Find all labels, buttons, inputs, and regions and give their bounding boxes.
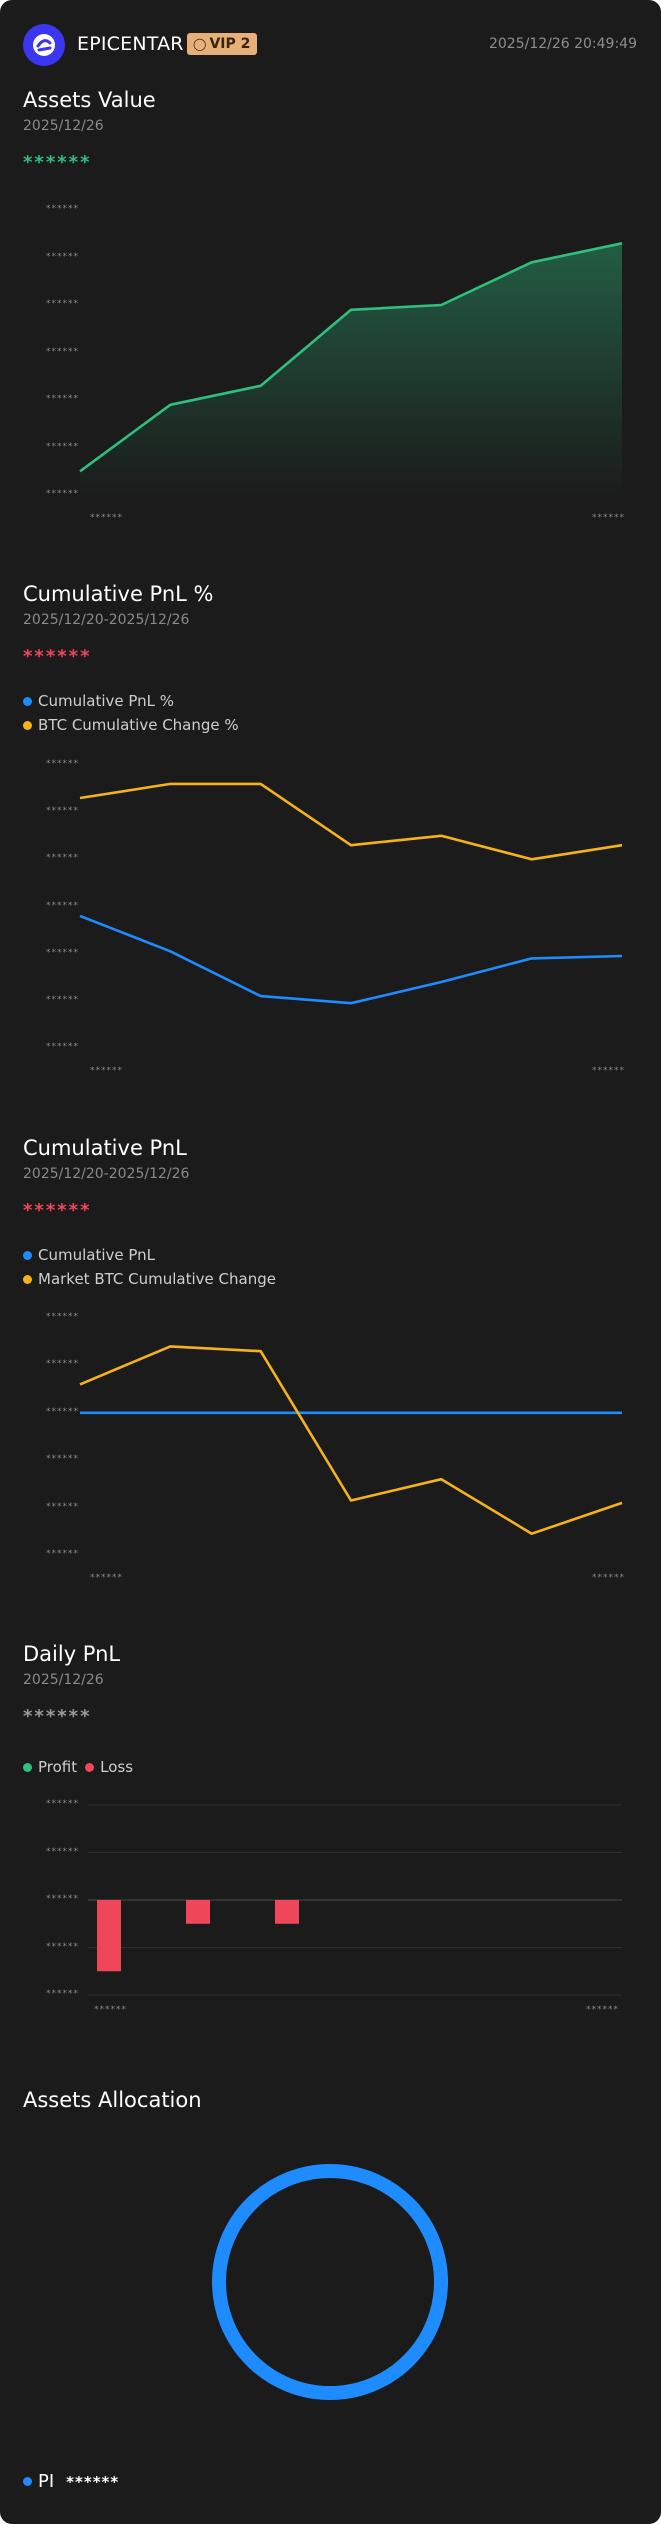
- cum-pnl-pct-value: ******: [23, 646, 92, 667]
- x-axis-tick-label: ******: [90, 1573, 123, 1583]
- legend-label-loss[interactable]: Loss: [100, 1758, 134, 1776]
- brand-logo-icon: [23, 24, 65, 66]
- y-axis-tick-label: ******: [46, 947, 79, 958]
- y-axis-tick-label: ******: [46, 299, 79, 309]
- legend-label: Market BTC Cumulative Change: [38, 1270, 276, 1288]
- y-axis-tick-label: ******: [46, 1799, 79, 1809]
- legend-dot-icon: [23, 2477, 32, 2486]
- vip-flame-icon: ◯: [193, 37, 207, 51]
- legend-dot-icon: [85, 1762, 95, 1772]
- area-fill: [80, 243, 622, 495]
- y-axis-tick-label: ******: [46, 1406, 79, 1417]
- y-axis-tick-label: ******: [46, 1549, 79, 1559]
- cum-pnl-pct-title: Cumulative PnL %: [23, 582, 214, 606]
- vip-badge: ◯ VIP 2: [187, 33, 258, 55]
- cum-pnl-title: Cumulative PnL: [23, 1136, 187, 1160]
- y-axis-tick-label: ******: [46, 1989, 79, 1999]
- daily-pnl-bar[interactable]: [186, 1900, 210, 1924]
- x-axis-tick-label: ******: [90, 1066, 123, 1076]
- daily-pnl-bar[interactable]: [275, 1900, 299, 1924]
- cum-pnl-value: ******: [23, 1200, 92, 1221]
- y-axis-tick-label: ******: [46, 441, 79, 452]
- x-axis-tick-label: ******: [90, 513, 123, 523]
- legend-label: BTC Cumulative Change %: [38, 716, 239, 734]
- x-axis-tick-label: ******: [586, 2005, 619, 2015]
- y-axis-tick-label: ******: [46, 994, 79, 1005]
- y-axis-tick-label: ******: [46, 251, 79, 262]
- x-axis-tick-label: ******: [592, 1573, 625, 1583]
- assets-value-date: 2025/12/26: [23, 118, 104, 134]
- brand-name: EPICENTAR: [77, 33, 184, 55]
- y-axis-tick-label: ******: [46, 1454, 79, 1465]
- y-axis-tick-label: ******: [46, 1042, 79, 1052]
- allocation-name: PI: [38, 2471, 55, 2492]
- legend-label: Cumulative PnL %: [38, 692, 175, 710]
- vip-label: VIP 2: [209, 36, 251, 52]
- assets-value-amount: ******: [23, 152, 92, 173]
- y-axis-tick-label: ******: [46, 489, 79, 499]
- y-axis-tick-label: ******: [46, 900, 79, 911]
- y-axis-tick-label: ******: [46, 394, 79, 404]
- legend-item-market-btc[interactable]: Market BTC Cumulative Change: [23, 1270, 276, 1288]
- daily-pnl-title: Daily PnL: [23, 1642, 121, 1666]
- legend-item-btc-change-pct[interactable]: BTC Cumulative Change %: [23, 716, 239, 734]
- daily-pnl-value: ******: [23, 1706, 92, 1727]
- y-axis-tick-label: ******: [46, 1312, 79, 1322]
- y-axis-tick-label: ******: [46, 1846, 79, 1857]
- cum-pnl-date: 2025/12/20-2025/12/26: [23, 1166, 190, 1182]
- y-axis-tick-label: ******: [46, 1501, 79, 1512]
- legend-dot-icon: [23, 696, 32, 706]
- y-axis-tick-label: ******: [46, 1941, 79, 1952]
- legend-label-profit[interactable]: Profit: [38, 1758, 78, 1776]
- daily-pnl-bar[interactable]: [97, 1900, 121, 1972]
- legend-item-cum-pnl[interactable]: Cumulative PnL: [23, 1246, 155, 1264]
- allocation-legend-pi[interactable]: PI ******: [23, 2471, 119, 2492]
- legend-dot-icon: [23, 1250, 32, 1260]
- x-axis-tick-label: ******: [592, 513, 625, 523]
- legend-dot-icon: [23, 1762, 32, 1772]
- legend-dot-icon: [23, 1274, 32, 1284]
- y-axis-tick-label: ******: [46, 1359, 79, 1370]
- daily-pnl-date: 2025/12/26: [23, 1672, 104, 1688]
- y-axis-tick-label: ******: [46, 759, 79, 769]
- cum-pnl-pct-date: 2025/12/20-2025/12/26: [23, 612, 190, 628]
- y-axis-tick-label: ******: [46, 1894, 79, 1904]
- x-axis-tick-label: ******: [94, 2005, 127, 2015]
- legend-label: Cumulative PnL: [38, 1246, 156, 1264]
- report-timestamp: 2025/12/26 20:49:49: [488, 36, 637, 52]
- legend-dot-icon: [23, 720, 32, 730]
- y-axis-tick-label: ******: [46, 853, 79, 864]
- allocation-title: Assets Allocation: [23, 2088, 202, 2112]
- y-axis-tick-label: ******: [46, 204, 79, 214]
- assets-value-title: Assets Value: [23, 88, 156, 112]
- y-axis-tick-label: ******: [46, 346, 79, 357]
- daily-pnl-legend: Profit Loss: [23, 1758, 133, 1776]
- y-axis-tick-label: ******: [46, 806, 79, 817]
- allocation-value: ******: [66, 2472, 120, 2491]
- legend-item-cum-pnl-pct[interactable]: Cumulative PnL %: [23, 692, 174, 710]
- x-axis-tick-label: ******: [592, 1066, 625, 1076]
